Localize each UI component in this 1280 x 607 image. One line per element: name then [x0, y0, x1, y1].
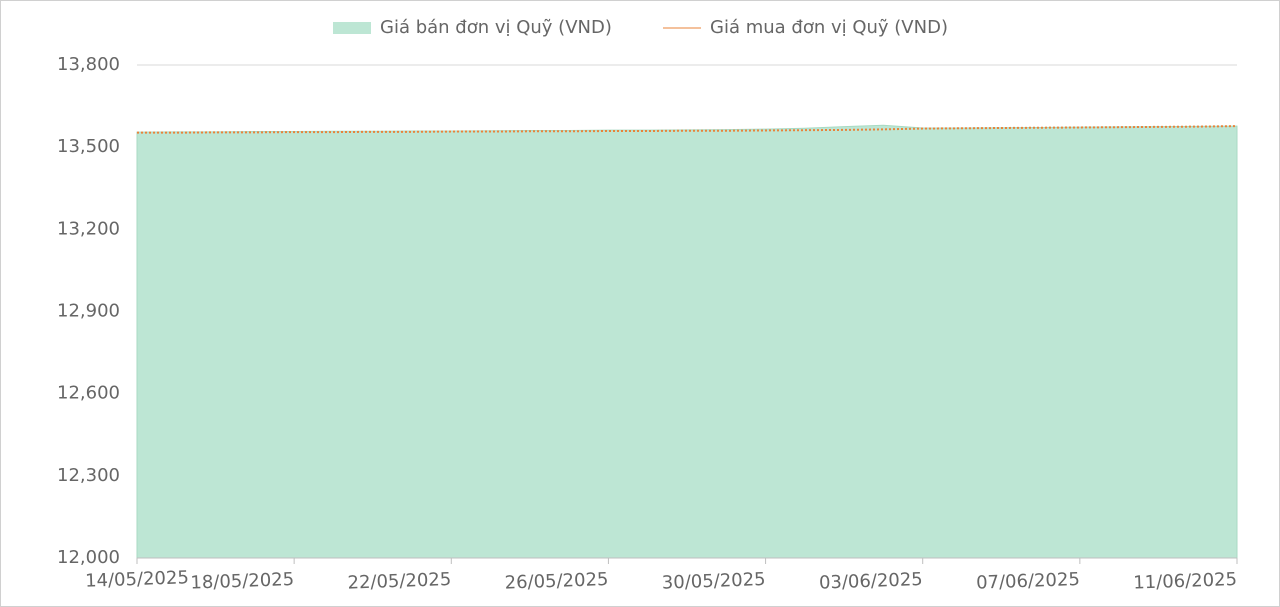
y-tick-label: 13,800	[57, 54, 120, 75]
x-tick-label: 03/06/2025	[819, 569, 923, 594]
line	[137, 125, 1238, 134]
legend-label: Giá bán đơn vị Quỹ (VND)	[380, 17, 612, 38]
y-tick-label: 12,900	[57, 301, 120, 322]
area	[136, 124, 1238, 559]
y-tick-label: 12,300	[57, 465, 120, 486]
y-tick-label: 12,600	[57, 383, 120, 404]
x-tick-label: 07/06/2025	[976, 569, 1080, 594]
legend-label: Giá mua đơn vị Quỹ (VND)	[710, 17, 948, 38]
x-tick-label: 26/05/2025	[504, 569, 608, 594]
legend-swatch	[333, 22, 371, 34]
y-tick-label: 12,000	[57, 547, 120, 568]
x-tick-label: 14/05/2025	[85, 567, 189, 592]
x-tick-label: 18/05/2025	[190, 569, 294, 594]
y-tick-label: 13,500	[57, 136, 120, 157]
y-tick-label: 13,200	[57, 218, 120, 239]
x-tick-label: 30/05/2025	[662, 569, 766, 594]
x-tick-label: 11/06/2025	[1133, 569, 1237, 594]
x-tick-label: 22/05/2025	[347, 569, 451, 594]
